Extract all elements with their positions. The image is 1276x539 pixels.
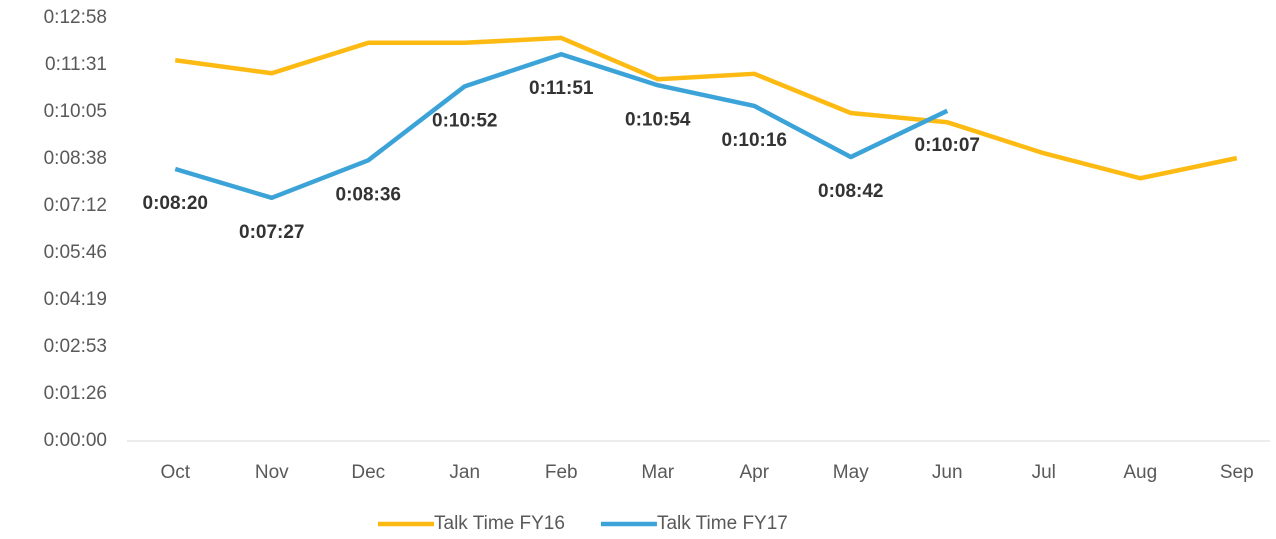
y-tick-label: 0:05:46 <box>44 242 107 263</box>
x-tick-label: Mar <box>641 462 674 483</box>
data-label: 0:10:07 <box>915 135 981 156</box>
data-label: 0:07:27 <box>239 222 305 243</box>
data-label: 0:08:20 <box>143 193 209 214</box>
x-tick-label: Nov <box>255 462 289 483</box>
y-tick-label: 0:12:58 <box>44 7 107 28</box>
x-tick-label: Sep <box>1220 462 1254 483</box>
x-tick-label: Oct <box>160 462 190 483</box>
series-line <box>174 35 1238 181</box>
data-label: 0:11:51 <box>529 78 594 99</box>
y-tick-label: 0:08:38 <box>44 148 107 169</box>
y-tick-label: 0:00:00 <box>44 430 107 451</box>
y-tick-label: 0:07:12 <box>44 195 107 216</box>
x-tick-label: Dec <box>351 462 385 483</box>
x-tick-label: Feb <box>545 462 578 483</box>
x-tick-label: May <box>833 462 869 483</box>
x-tick-label: Jan <box>449 462 480 483</box>
data-label: 0:10:54 <box>625 109 691 130</box>
y-tick-label: 0:01:26 <box>44 383 107 404</box>
data-label: 0:10:52 <box>432 110 498 131</box>
y-tick-label: 0:11:31 <box>45 54 107 75</box>
series-line <box>174 51 949 201</box>
data-label: 0:10:16 <box>722 130 788 151</box>
data-label: 0:08:36 <box>336 184 402 205</box>
y-tick-label: 0:10:05 <box>44 101 107 122</box>
y-tick-label: 0:04:19 <box>44 289 107 310</box>
y-tick-label: 0:02:53 <box>44 336 107 357</box>
x-tick-label: Apr <box>739 462 769 483</box>
x-tick-label: Aug <box>1123 462 1157 483</box>
x-tick-label: Jun <box>932 462 963 483</box>
legend-label: Talk Time FY17 <box>657 513 788 534</box>
x-tick-label: Jul <box>1032 462 1056 483</box>
legend-label: Talk Time FY16 <box>434 513 565 534</box>
data-label: 0:08:42 <box>818 181 884 202</box>
